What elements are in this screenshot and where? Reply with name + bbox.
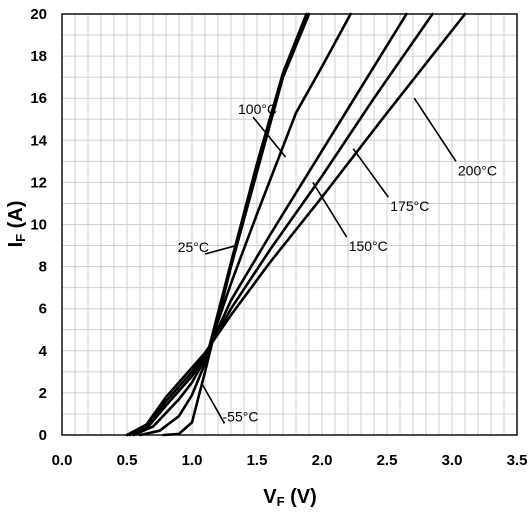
y-axis-label: IF (A)	[5, 201, 28, 248]
x-axis-label: VF (V)	[263, 486, 317, 509]
callout-leader	[204, 244, 237, 255]
callout-leader	[352, 148, 389, 198]
y-tick-label: 16	[30, 90, 47, 107]
grid	[62, 14, 517, 435]
x-tick-label: 1.5	[247, 452, 268, 469]
callout-label: 150°C	[349, 238, 388, 254]
callout-leader	[312, 181, 348, 238]
callout-leader	[201, 384, 226, 424]
callout-leader	[252, 116, 287, 158]
x-tick-label: 0.5	[117, 452, 138, 469]
y-tick-label: 6	[39, 301, 47, 318]
y-tick-label: 18	[30, 48, 47, 65]
curve-100cc	[132, 12, 352, 437]
y-tick-label: 12	[30, 174, 47, 191]
x-tick-label: 2.5	[377, 452, 398, 469]
y-tick-label: 14	[30, 132, 47, 149]
x-tick-labels: 0.0 0.5 1.0 1.5 2.0 2.5 3.0 3.5	[52, 452, 528, 469]
y-tick-label: 20	[30, 6, 47, 23]
callout-label: 175°C	[390, 198, 429, 214]
callout-label: 25°C	[178, 239, 209, 255]
x-tick-label: 2.0	[312, 452, 333, 469]
x-tick-label: 3.5	[507, 452, 528, 469]
callout-label: 100°C	[238, 101, 277, 117]
y-tick-label: 10	[30, 217, 47, 234]
y-tick-label: 2	[39, 385, 47, 402]
callout-leaders	[201, 97, 457, 424]
curve-25cc	[138, 12, 308, 437]
callout-label: -55°C	[223, 408, 259, 424]
curve-200cc	[125, 12, 467, 437]
y-tick-labels: 0 2 4 6 8 10 12 14 16 18 20	[30, 6, 47, 444]
x-tick-label: 0.0	[52, 452, 73, 469]
callout-label: 200°C	[458, 162, 497, 178]
curve-150cc	[128, 12, 408, 437]
x-tick-label: 3.0	[442, 452, 463, 469]
curves	[125, 12, 467, 437]
y-tick-label: 8	[39, 259, 47, 276]
callout-leader	[413, 97, 457, 162]
y-tick-label: 0	[39, 427, 47, 444]
plot-frame	[61, 13, 518, 436]
callout-labels: -55°C 25°C 100°C 150°C 175°C 200°C	[178, 101, 497, 424]
x-tick-label: 1.0	[182, 452, 203, 469]
y-tick-label: 4	[39, 343, 48, 360]
